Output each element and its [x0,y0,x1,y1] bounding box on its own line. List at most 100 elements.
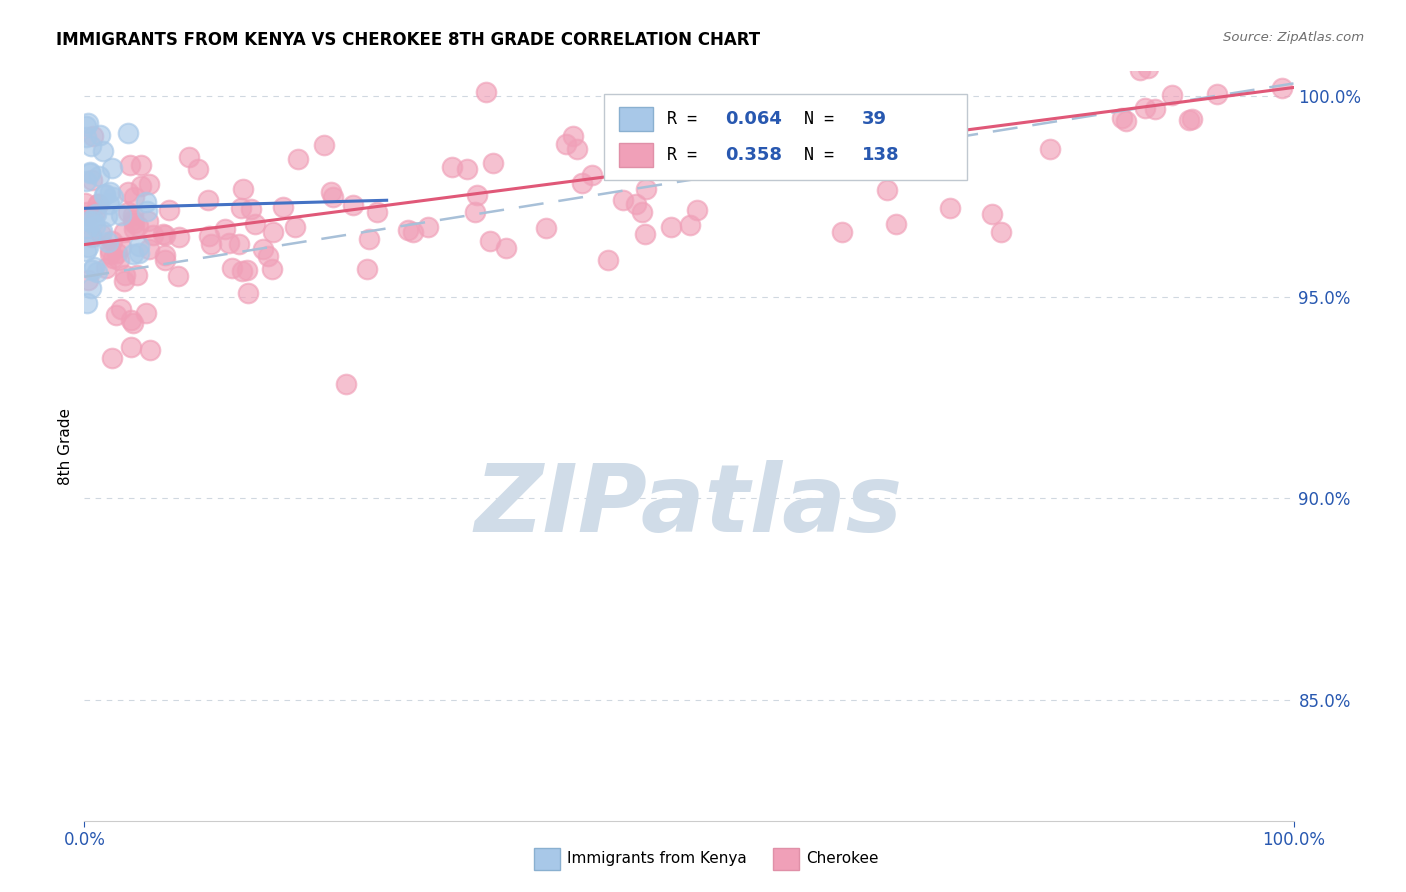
Point [231,264,253,278]
Point [554,137,576,152]
Point [536,220,558,235]
Point [114,268,136,283]
Point [357,232,380,246]
Point [138,243,160,257]
Point [475,85,498,99]
Point [1260,20,1282,34]
Point [252,242,274,256]
Point [136,203,159,218]
Point [238,286,260,301]
Point [84,207,107,221]
Point [98,185,121,199]
Point [76,221,98,235]
Point [465,187,488,202]
Point [478,234,501,248]
Point [90,227,112,241]
Point [1278,35,1301,49]
Point [243,217,266,231]
Y-axis label: 8th Grade: 8th Grade [58,408,73,484]
Point [830,102,852,116]
Point [77,209,100,223]
Point [103,190,125,204]
Bar [605,94,967,180]
Point [567,142,589,156]
Point [177,150,200,164]
Point [990,225,1012,239]
Point [322,190,344,204]
Point [76,204,98,219]
Point [1205,87,1227,101]
Point [167,229,190,244]
Point [495,241,517,255]
Text: ZIPatlas: ZIPatlas [475,460,903,552]
Point [218,236,240,251]
Text: N =: N = [804,145,844,163]
Point [939,201,962,215]
Point [260,262,283,277]
Point [121,246,143,260]
Point [91,144,114,158]
Point [1181,112,1204,127]
Point [77,240,100,254]
Point [129,158,152,172]
Point [79,165,101,179]
Point [121,212,143,227]
Point [129,178,152,193]
Point [89,128,111,143]
Point [335,377,357,392]
Point [685,202,707,217]
Point [634,227,657,241]
Point [1115,114,1137,128]
Point [112,274,135,288]
Point [157,203,180,218]
Point [121,316,143,330]
Point [101,351,124,365]
Point [1160,87,1182,102]
Point [398,223,420,237]
Point [366,205,388,219]
Point [612,193,634,207]
Point [76,273,98,287]
Point [886,217,908,231]
Point [76,295,98,310]
Point [321,185,343,199]
Point [73,195,96,210]
Point [101,234,124,248]
Point [110,240,132,254]
Point [228,236,250,251]
Point [141,228,163,243]
Point [82,214,104,228]
Point [152,227,174,241]
Point [441,160,464,174]
Point [93,187,115,202]
Point [231,201,253,215]
Point [124,217,146,231]
Point [797,115,820,129]
Point [90,224,112,238]
Point [80,281,103,295]
Point [153,248,176,262]
Point [76,116,98,130]
Point [101,161,124,175]
Point [624,197,647,211]
Point [314,137,336,152]
Point [1135,101,1157,115]
Point [231,182,253,196]
Point [97,235,120,250]
Point [117,126,139,140]
Point [187,161,209,176]
Point [98,247,121,261]
Point [87,169,110,183]
Point [221,261,243,276]
Point [122,222,145,236]
Point [128,238,150,252]
Point [981,207,1004,221]
Point [84,219,107,233]
Point [117,205,139,219]
Point [120,158,142,172]
Point [96,209,118,223]
Point [86,265,108,279]
Point [287,152,309,166]
Point [135,195,157,210]
Point [104,308,127,322]
